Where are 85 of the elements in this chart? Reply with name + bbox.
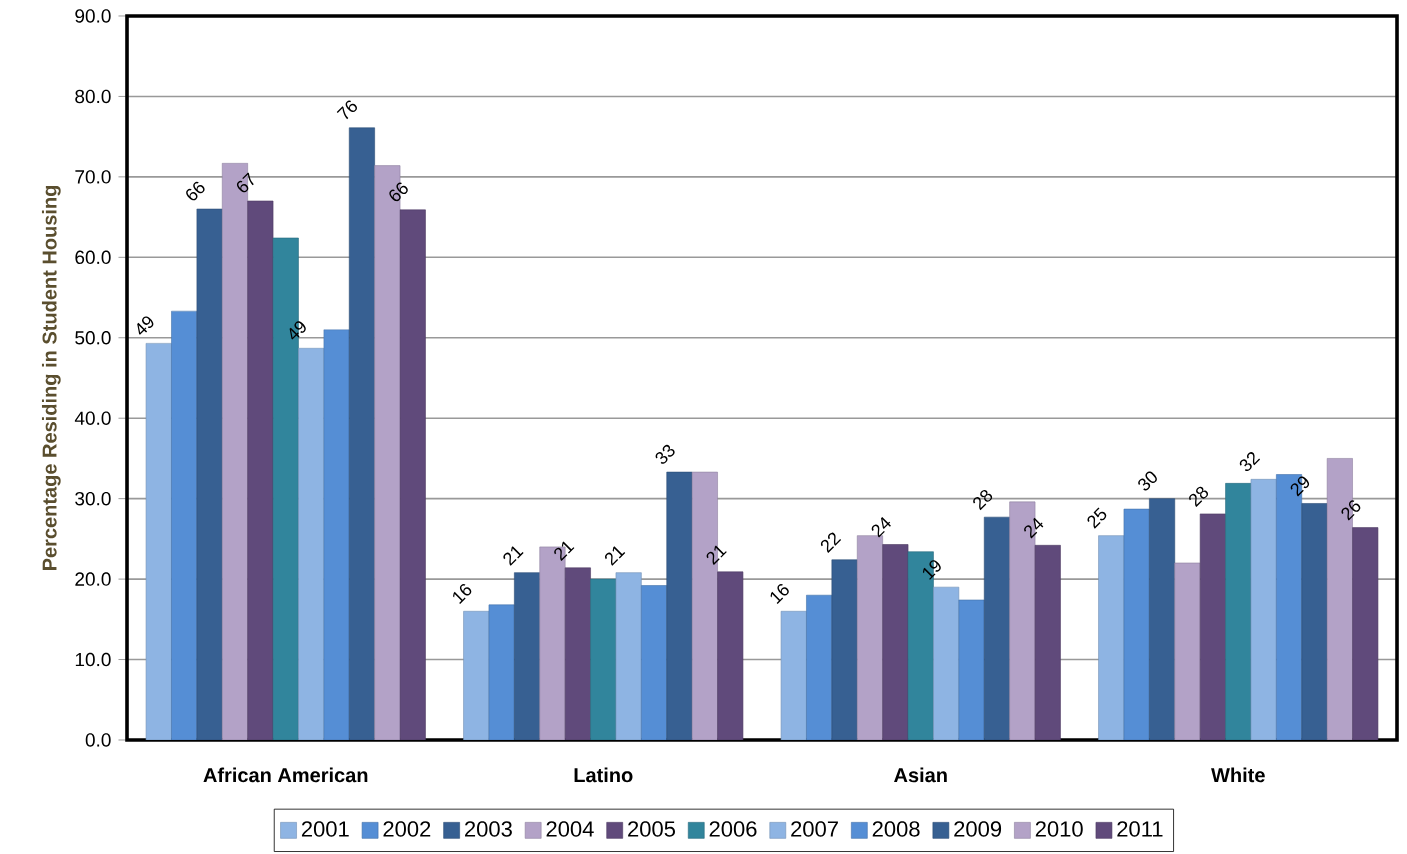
data-label: 76 bbox=[336, 100, 358, 120]
bar bbox=[831, 559, 858, 740]
data-label: 32 bbox=[1239, 452, 1261, 472]
bar bbox=[780, 610, 807, 740]
data-label: 19 bbox=[922, 560, 941, 580]
data-label: 21 bbox=[554, 541, 575, 561]
bar bbox=[983, 516, 1010, 740]
bar bbox=[1301, 503, 1328, 740]
data-label: 67 bbox=[236, 172, 254, 193]
y-tick-label: 70.0 bbox=[75, 170, 111, 184]
bar bbox=[196, 208, 223, 740]
data-label: 21 bbox=[604, 546, 626, 566]
legend-label: 2003 bbox=[465, 821, 512, 837]
legend-label: 2005 bbox=[628, 821, 675, 837]
legend-label: 2002 bbox=[383, 821, 431, 837]
bar bbox=[882, 544, 909, 740]
x-tick-label: Asian bbox=[894, 767, 947, 783]
bar bbox=[933, 586, 960, 740]
bar bbox=[514, 572, 541, 740]
data-label: 24 bbox=[1024, 517, 1044, 539]
data-label: 66 bbox=[186, 181, 205, 201]
y-tick-label: 50.0 bbox=[75, 331, 111, 345]
data-label: 22 bbox=[820, 532, 842, 553]
legend-label: 2001 bbox=[301, 821, 349, 837]
data-label: 28 bbox=[973, 489, 993, 511]
bar bbox=[1123, 508, 1150, 740]
y-tick-label: 60.0 bbox=[75, 250, 111, 265]
bar bbox=[1199, 513, 1226, 740]
bar bbox=[641, 585, 668, 740]
bar bbox=[298, 347, 325, 740]
bar bbox=[590, 578, 617, 740]
legend-label: 2004 bbox=[546, 821, 594, 837]
bar bbox=[171, 310, 198, 740]
bar bbox=[399, 209, 426, 740]
y-axis-title: Percentage Residing in Student Housing bbox=[41, 185, 61, 570]
data-label: 21 bbox=[706, 545, 727, 565]
data-label: 16 bbox=[770, 583, 789, 604]
y-tick-label: 20.0 bbox=[75, 572, 111, 586]
bar bbox=[615, 572, 642, 740]
data-label: 49 bbox=[289, 321, 306, 340]
bar bbox=[564, 567, 591, 740]
x-tick-label: African American bbox=[203, 767, 368, 783]
legend-label: 2006 bbox=[709, 821, 757, 837]
data-label: 49 bbox=[137, 316, 154, 335]
data-label: 16 bbox=[453, 583, 472, 604]
data-label: 30 bbox=[1138, 471, 1157, 491]
data-label: 29 bbox=[1290, 476, 1310, 497]
y-tick-label: 40.0 bbox=[74, 411, 111, 425]
bar bbox=[1149, 498, 1176, 740]
bar bbox=[856, 535, 883, 740]
bar bbox=[145, 343, 172, 740]
legend-label: 2011 bbox=[1117, 821, 1163, 837]
y-tick-label: 10.0 bbox=[75, 652, 111, 667]
legend-label: 2009 bbox=[954, 821, 1002, 837]
y-tick-label: 30.0 bbox=[75, 491, 111, 506]
bar bbox=[488, 604, 515, 740]
legend-label: 2008 bbox=[872, 821, 920, 837]
data-label: 33 bbox=[655, 444, 675, 464]
bar bbox=[806, 594, 833, 740]
bar bbox=[463, 610, 490, 740]
data-label: 25 bbox=[1087, 507, 1107, 529]
data-label: 24 bbox=[871, 516, 891, 538]
x-tick-label: White bbox=[1211, 767, 1265, 783]
y-tick-label: 0.0 bbox=[85, 733, 111, 747]
data-label: 28 bbox=[1189, 486, 1209, 507]
x-tick-label: Latino bbox=[574, 767, 633, 783]
bar bbox=[348, 127, 375, 740]
bar bbox=[1034, 545, 1061, 740]
y-tick-label: 80.0 bbox=[75, 89, 111, 104]
bar bbox=[1098, 535, 1125, 740]
bar bbox=[1250, 479, 1277, 740]
bar bbox=[247, 200, 274, 740]
bar bbox=[717, 571, 744, 740]
data-label: 21 bbox=[503, 546, 524, 566]
data-label: 66 bbox=[389, 182, 408, 202]
bar bbox=[666, 471, 693, 740]
legend-label: 2010 bbox=[1035, 821, 1083, 837]
y-tick-label: 90.0 bbox=[75, 9, 111, 23]
bar bbox=[1352, 527, 1379, 740]
legend-label: 2007 bbox=[791, 821, 838, 837]
bar bbox=[323, 329, 350, 740]
bar bbox=[1174, 562, 1201, 740]
bar bbox=[1225, 483, 1252, 740]
data-label: 26 bbox=[1341, 500, 1361, 521]
bar bbox=[958, 599, 985, 740]
